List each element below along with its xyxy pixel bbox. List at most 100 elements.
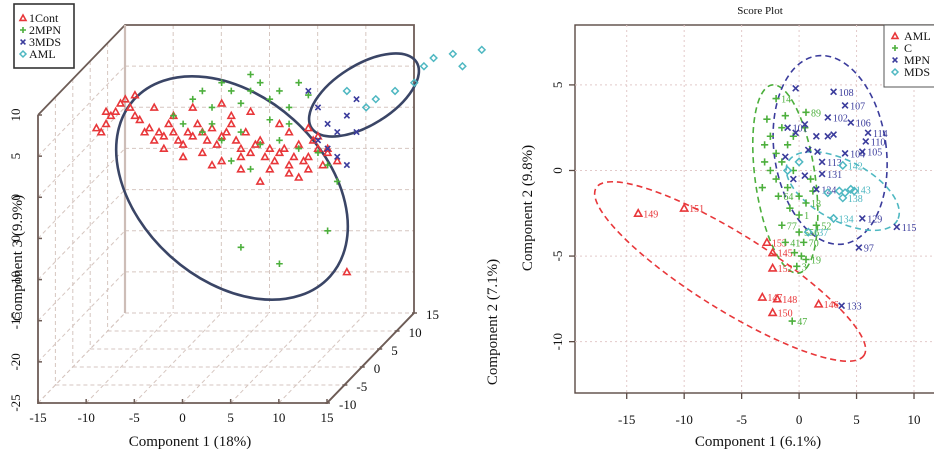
data-point-C [786,204,794,212]
point-label: 102 [833,113,848,124]
data-point-1Cont [216,98,227,107]
data-point-C [797,252,805,260]
x-tick-label: 10 [272,410,285,425]
cluster-ellipses [114,52,421,301]
plot-frame [574,24,934,394]
data-point-1Cont [265,164,275,173]
data-point-1Cont [202,135,212,144]
point-label: 19 [811,255,821,266]
data-point-1Cont [274,147,285,157]
data-point-1Cont [188,131,198,140]
data-point-1Cont [274,118,285,128]
data-point-2MPN [247,165,254,173]
grid-line [133,312,222,404]
data-point-MPN [801,172,809,180]
data-point-1Cont [284,168,294,177]
data-point-3MDS [314,104,322,111]
grid-line [182,312,270,404]
data-point-MPN [824,113,832,121]
data-point-1Cont [308,135,318,144]
data-point-1Cont [332,155,342,165]
y-tick-label: 0 [550,167,565,174]
data-point-MPN [858,148,866,156]
legend-label: MDS [904,65,930,79]
data-point-1Cont [322,147,333,157]
data-point-C [772,175,780,183]
grid-line [85,312,174,404]
z-tick-label: -20 [8,353,23,370]
data-point-1Cont [207,123,217,132]
data-point-C [778,124,786,132]
data-point-2MPN [247,71,254,78]
data-point-1Cont [260,151,270,161]
data-point-1Cont [183,127,193,136]
data-point-2MPN [227,157,235,165]
legend-box [13,3,75,69]
point-label: 131 [827,170,842,181]
data-point-AML [419,61,429,71]
data-point-MDS [838,160,848,171]
y-axis-label-3d: Component 2 (7.1%) [485,259,501,385]
data-point-2MPN [276,87,283,95]
point-label: 114 [873,129,888,140]
data-point-MPN [792,84,800,92]
data-point-1Cont [294,172,304,181]
data-point-MPN [792,129,800,137]
data-point-1Cont [245,147,256,157]
point-label: 108 [839,88,854,99]
legend-marker-AML [890,31,900,40]
z-tick-label: -25 [8,394,23,411]
data-point-2MPN [179,120,187,128]
grid-line [37,65,126,157]
legend-marker-AML [18,49,28,59]
data-point-1Cont [168,127,179,136]
data-point-2MPN [266,116,274,124]
data-point-C [766,166,774,175]
legend-label: AML [904,29,931,43]
legend-marker-2MPN [20,27,26,33]
data-point-MDS [823,188,833,198]
data-point-C [758,184,766,192]
x-axis-label-3d: Component 1 (18%) [129,434,251,450]
data-point-1Cont [197,147,208,157]
data-point-3MDS [324,120,331,128]
point-label: 18 [811,199,821,210]
data-point-2MPN [237,128,245,136]
data-point-AML [772,293,783,303]
data-point-1Cont [255,176,265,185]
y-tick-label: 5 [550,82,565,89]
data-point-AML [679,202,690,212]
data-point-MPN [862,137,870,145]
data-point-C [812,221,820,229]
x-tick-label: -15 [29,410,46,425]
point-label: 145 [778,249,793,260]
x-tick-label: 15 [321,410,334,425]
point-label: 64 [783,192,793,203]
data-point-C [778,158,786,166]
3d-tick-labels: -15 -10 -5 0 5 10 15-25-20-15-1000510-10-50510… [8,109,439,426]
data-point-1Cont [149,102,159,111]
data-point-2MPN [276,260,283,268]
data-point-C [800,238,808,246]
data-point-C [802,255,810,264]
data-point-1Cont [221,127,232,136]
point-label: 77 [787,221,797,232]
data-point-AML [342,86,352,96]
grid-line [37,271,126,363]
data-point-1Cont [231,135,241,144]
data-point-1Cont [173,135,183,144]
data-point-AML [390,86,400,96]
data-point-AML [409,78,419,88]
data-point-2MPN [170,112,177,119]
y-tick-label: 15 [426,307,439,322]
data-point-2MPN [266,95,274,103]
z-tick-label: -10 [8,271,23,288]
data-point-1Cont [159,131,169,140]
data-point-AML [757,291,768,301]
cluster-ellipse-aml [307,52,421,138]
point-label: 129 [867,214,882,225]
z-tick-label: 10 [8,109,23,122]
